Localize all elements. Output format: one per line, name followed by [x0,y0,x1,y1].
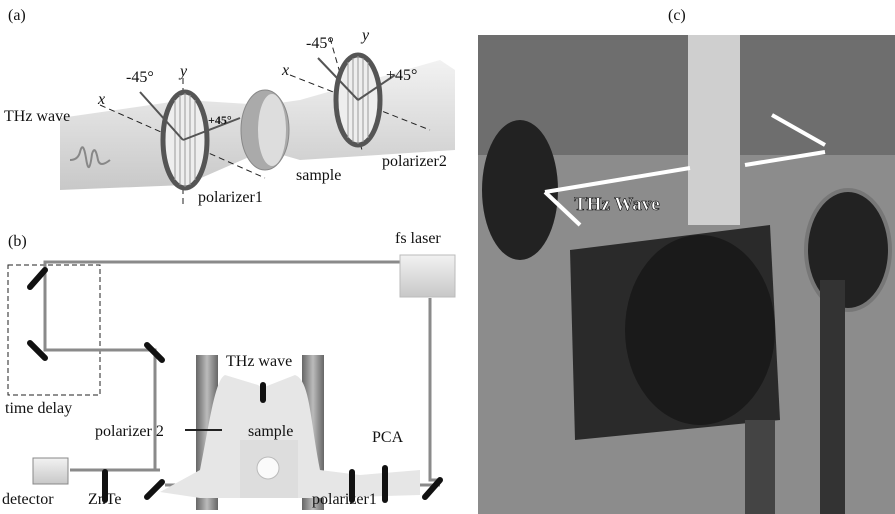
detector-label: detector [2,491,54,508]
znte-label: ZnTe [88,491,122,508]
panel-a: (a) THz wave -45° y x +45° -45° y x +45°… [4,7,455,206]
thz-wave-label: THz wave [226,353,292,370]
mirror [30,343,45,358]
sample-face [258,94,286,166]
axis-label: x [281,62,289,79]
thz-wave-label: THz Wave [574,194,660,215]
post [745,420,775,514]
polarizer2-label: polarizer 2 [95,423,164,440]
polarizer1-label: polarizer1 [312,491,377,508]
page: {"panel_a": {"label": "(a)", "thz_wave":… [0,0,895,514]
sample-label: sample [296,167,341,184]
mirror [147,482,162,497]
pca-label: PCA [372,429,404,446]
optic [806,190,890,310]
axis-label: x [97,91,105,108]
angle-label: +45° [386,67,417,84]
panel-c: (c) THz Wave [478,7,895,514]
post [820,280,845,514]
laser-label: fs laser [395,230,441,247]
angle-label: -45° [126,69,154,86]
sample-label: sample [248,423,293,440]
panel-label: (b) [8,233,27,250]
panel-label: (c) [668,7,686,24]
mirror [425,480,440,497]
axis-label: y [178,63,188,80]
detector [33,458,68,484]
delay-box [8,265,100,395]
angle-label: +45° [208,113,232,127]
sample-disc [257,457,279,479]
thz-wave-label: THz wave [4,108,70,125]
panel-label: (a) [8,7,26,24]
mirror [30,270,45,287]
angle-label: -45° [306,35,334,52]
holder [688,35,740,225]
panel-b: (b) fs laser THz wave time delay polariz… [2,230,455,510]
polarizer1-label: polarizer1 [198,189,263,206]
body: (a) THz wave -45° y x +45° -45° y x +45°… [0,0,895,514]
time-delay-label: time delay [5,400,72,417]
mirror-mount [625,235,775,425]
polarizer2-label: polarizer2 [382,153,447,170]
axis-label: y [360,27,370,44]
laser [400,255,455,297]
figure: (a) THz wave -45° y x +45° -45° y x +45°… [0,0,895,514]
